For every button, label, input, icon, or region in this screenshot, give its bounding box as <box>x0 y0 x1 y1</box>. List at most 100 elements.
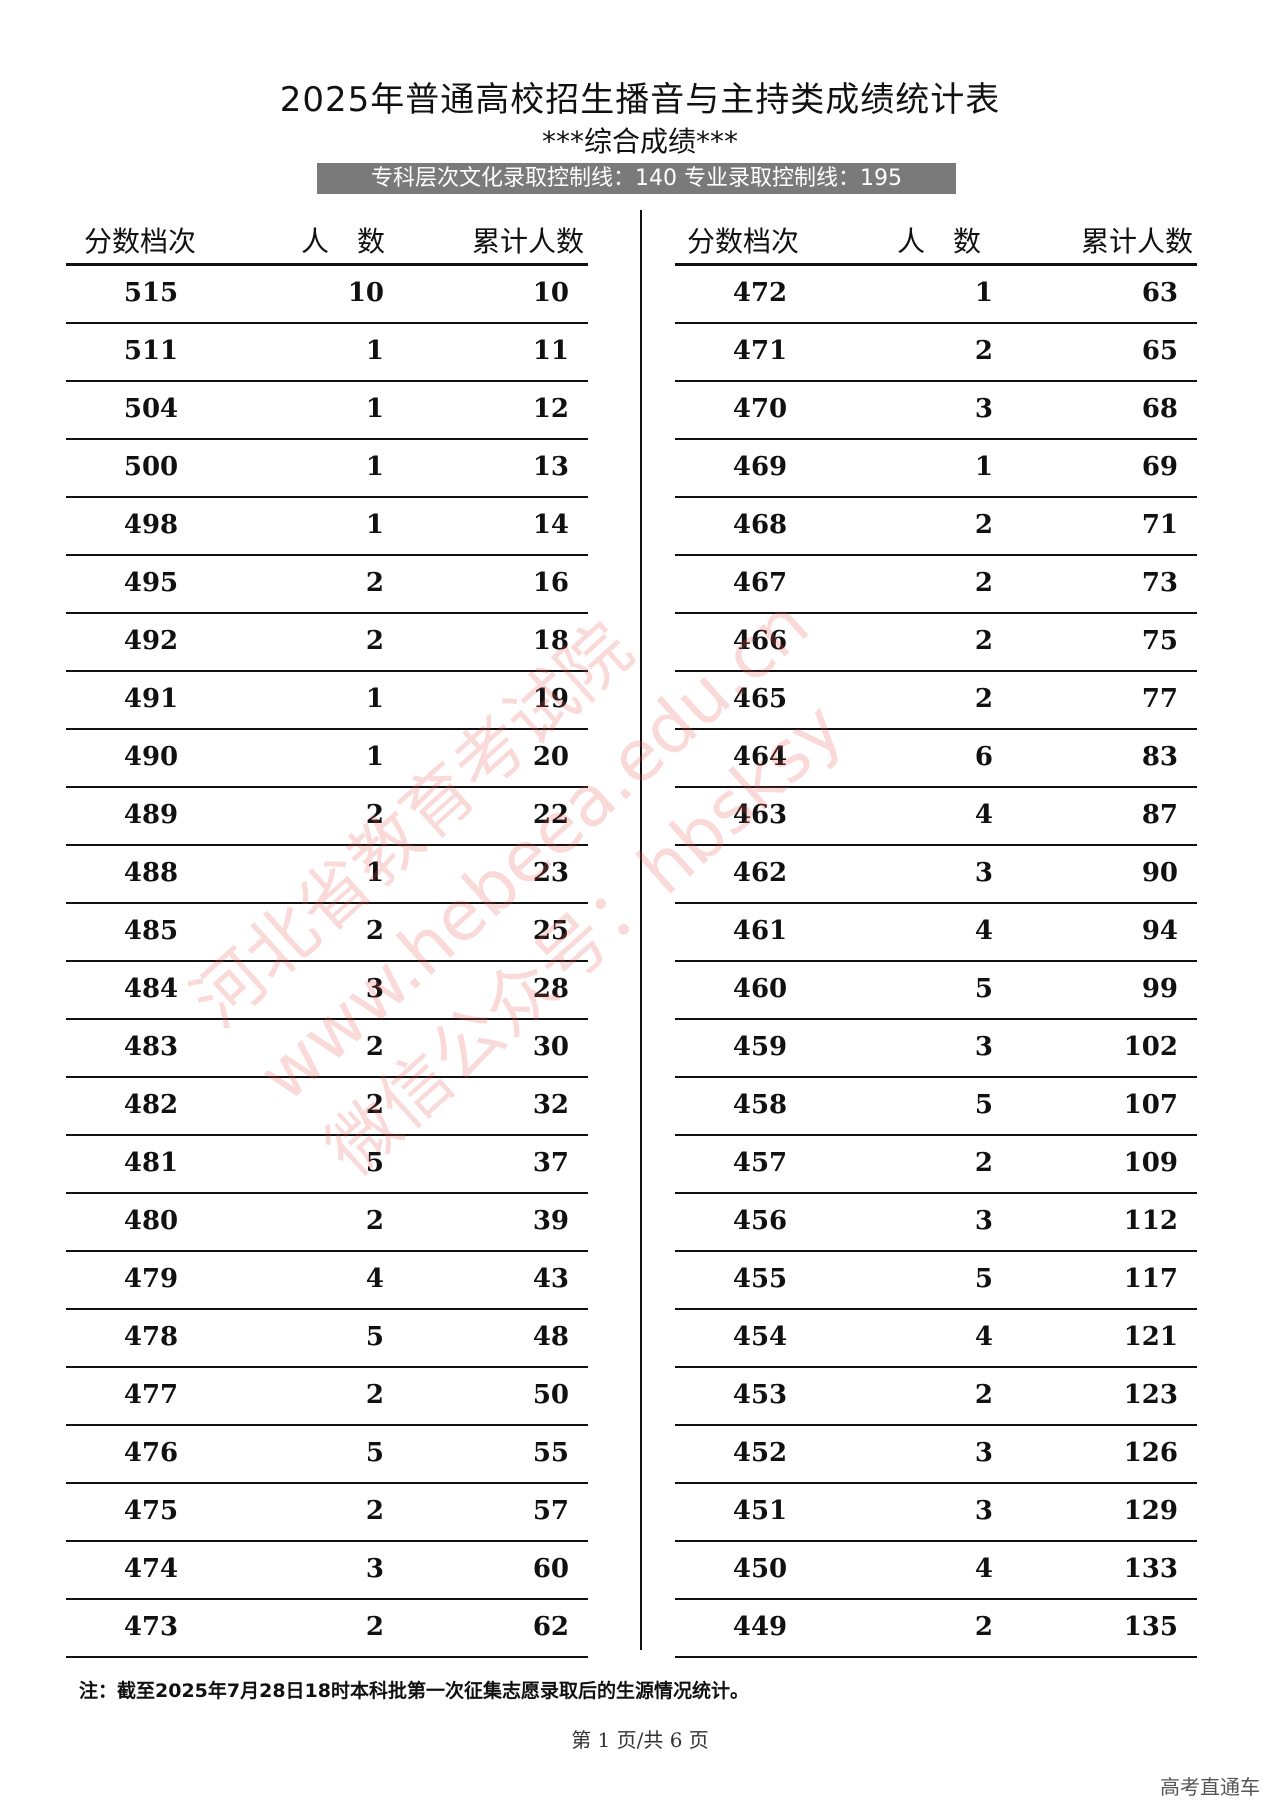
count-cell: 5 <box>974 1264 993 1294</box>
score-cell: 477 <box>123 1380 179 1410</box>
score-cell: 484 <box>123 974 179 1004</box>
score-cell: 492 <box>123 626 179 656</box>
count-cell: 3 <box>974 1496 993 1526</box>
score-cell: 481 <box>123 1148 179 1178</box>
count-cell: 5 <box>974 974 993 1004</box>
cumulative-cell: 73 <box>1141 568 1178 598</box>
cumulative-cell: 129 <box>1123 1496 1178 1526</box>
table-row: 484 3 28 <box>66 962 588 1020</box>
count-cell: 2 <box>974 336 993 366</box>
cumulative-cell: 25 <box>532 916 569 946</box>
page-subtitle: ***综合成绩*** <box>541 125 738 158</box>
page-title: 2025年普通高校招生播音与主持类成绩统计表 <box>279 80 1001 120</box>
cumulative-cell: 77 <box>1141 684 1178 714</box>
table-row: 466 2 75 <box>675 614 1197 672</box>
table-row: 485 2 25 <box>66 904 588 962</box>
count-cell: 1 <box>365 684 384 714</box>
table-row: 476 5 55 <box>66 1426 588 1484</box>
count-cell: 4 <box>365 1264 384 1294</box>
count-cell: 2 <box>365 1206 384 1236</box>
count-cell: 2 <box>365 1090 384 1120</box>
count-cell: 3 <box>365 974 384 1004</box>
table-row: 495 2 16 <box>66 556 588 614</box>
score-cell: 474 <box>123 1554 179 1584</box>
cumulative-cell: 37 <box>532 1148 569 1178</box>
count-cell: 4 <box>974 1322 993 1352</box>
table-row: 491 1 19 <box>66 672 588 730</box>
score-cell: 459 <box>732 1032 788 1062</box>
score-cell: 455 <box>732 1264 788 1294</box>
score-cell: 482 <box>123 1090 179 1120</box>
header-score: 分数档次 <box>84 225 197 258</box>
count-cell: 2 <box>365 1380 384 1410</box>
count-cell: 2 <box>974 1612 993 1642</box>
count-cell: 5 <box>365 1438 384 1468</box>
table-row: 449 2 135 <box>675 1600 1197 1658</box>
score-cell: 462 <box>732 858 788 888</box>
table-row: 468 2 71 <box>675 498 1197 556</box>
score-cell: 454 <box>732 1322 788 1352</box>
cumulative-cell: 83 <box>1141 742 1178 772</box>
count-cell: 2 <box>365 1032 384 1062</box>
score-cell: 515 <box>123 278 179 308</box>
table-row: 453 2 123 <box>675 1368 1197 1426</box>
count-cell: 5 <box>365 1322 384 1352</box>
cumulative-cell: 135 <box>1123 1612 1178 1642</box>
score-cell: 489 <box>123 800 179 830</box>
table-row: 456 3 112 <box>675 1194 1197 1252</box>
count-cell: 3 <box>974 1438 993 1468</box>
header-score: 分数档次 <box>687 225 800 258</box>
table-row: 481 5 37 <box>66 1136 588 1194</box>
score-cell: 485 <box>123 916 179 946</box>
score-cell: 471 <box>732 336 788 366</box>
count-cell: 2 <box>974 1148 993 1178</box>
cumulative-cell: 30 <box>532 1032 569 1062</box>
cumulative-cell: 12 <box>532 394 569 424</box>
score-cell: 478 <box>123 1322 179 1352</box>
table-row: 498 1 14 <box>66 498 588 556</box>
table-row: 457 2 109 <box>675 1136 1197 1194</box>
score-cell: 476 <box>123 1438 179 1468</box>
count-cell: 2 <box>365 568 384 598</box>
score-cell: 465 <box>732 684 788 714</box>
cumulative-cell: 75 <box>1141 626 1178 656</box>
count-cell: 1 <box>365 336 384 366</box>
table-row: 473 2 62 <box>66 1600 588 1658</box>
corner-watermark: 高考直通车 <box>1160 1775 1260 1799</box>
count-cell: 2 <box>974 1380 993 1410</box>
table-row: 462 3 90 <box>675 846 1197 904</box>
cumulative-cell: 63 <box>1141 278 1178 308</box>
table-row: 470 3 68 <box>675 382 1197 440</box>
cumulative-cell: 43 <box>532 1264 569 1294</box>
score-cell: 469 <box>732 452 788 482</box>
count-cell: 2 <box>974 684 993 714</box>
control-line-banner: 专科层次文化录取控制线：140 专业录取控制线：195 <box>317 163 956 194</box>
table-header: 分数档次 人 数 累计人数 <box>675 210 1197 266</box>
header-cumulative: 累计人数 <box>471 225 584 258</box>
table-row: 452 3 126 <box>675 1426 1197 1484</box>
count-cell: 6 <box>974 742 993 772</box>
cumulative-cell: 18 <box>532 626 569 656</box>
score-cell: 468 <box>732 510 788 540</box>
count-cell: 1 <box>365 742 384 772</box>
score-cell: 483 <box>123 1032 179 1062</box>
cumulative-cell: 48 <box>532 1322 569 1352</box>
count-cell: 1 <box>365 510 384 540</box>
header-count: 人 数 <box>301 225 386 258</box>
cumulative-cell: 11 <box>532 336 569 366</box>
score-cell: 458 <box>732 1090 788 1120</box>
count-cell: 3 <box>974 1032 993 1062</box>
count-cell: 3 <box>974 1206 993 1236</box>
cumulative-cell: 126 <box>1123 1438 1178 1468</box>
table-row: 515 10 10 <box>66 266 588 324</box>
count-cell: 2 <box>974 510 993 540</box>
score-cell: 470 <box>732 394 788 424</box>
score-cell: 461 <box>732 916 788 946</box>
cumulative-cell: 107 <box>1123 1090 1178 1120</box>
count-cell: 2 <box>365 916 384 946</box>
table-row: 480 2 39 <box>66 1194 588 1252</box>
count-cell: 1 <box>365 452 384 482</box>
table-row: 477 2 50 <box>66 1368 588 1426</box>
count-cell: 2 <box>365 800 384 830</box>
cumulative-cell: 65 <box>1141 336 1178 366</box>
